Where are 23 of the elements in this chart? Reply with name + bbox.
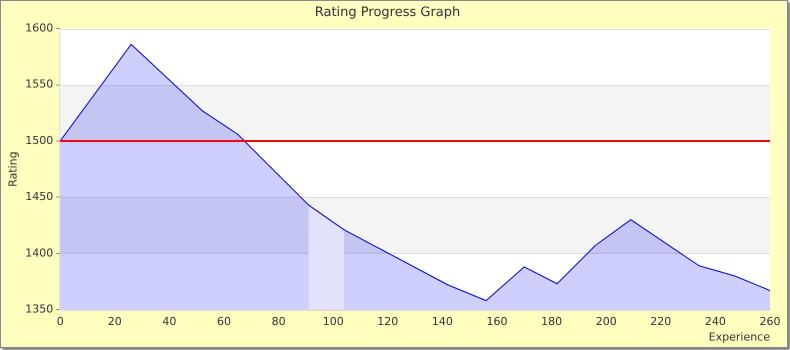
x-tick-label: 0: [56, 315, 64, 328]
x-tick-label: 100: [322, 315, 344, 328]
y-tick-label: 1600: [25, 21, 54, 34]
y-tick-label: 1450: [25, 190, 54, 204]
y-tick-label: 1500: [25, 134, 54, 147]
y-tick-label: 1350: [25, 302, 54, 316]
x-tick-label: 40: [162, 315, 176, 328]
y-axis-title: Rating: [6, 151, 20, 187]
x-tick-label: 20: [108, 315, 122, 328]
x-tick-label: 140: [432, 315, 453, 328]
chart-title: Rating Progress Graph: [314, 5, 460, 20]
x-tick-label: 160: [486, 315, 508, 328]
x-tick-label: 240: [704, 315, 726, 328]
y-tick-label: 1550: [25, 78, 54, 91]
y-tick-label: 1400: [25, 246, 54, 260]
x-tick-label: 260: [760, 315, 780, 328]
x-tick-label: 220: [650, 315, 672, 328]
x-tick-label: 80: [272, 315, 286, 328]
x-tick-label: 60: [216, 315, 231, 328]
x-tick-label: 120: [377, 315, 398, 328]
x-tick-label: 200: [596, 315, 617, 328]
x-tick-label: 180: [541, 315, 562, 328]
x-axis-title: Experience: [708, 330, 770, 344]
